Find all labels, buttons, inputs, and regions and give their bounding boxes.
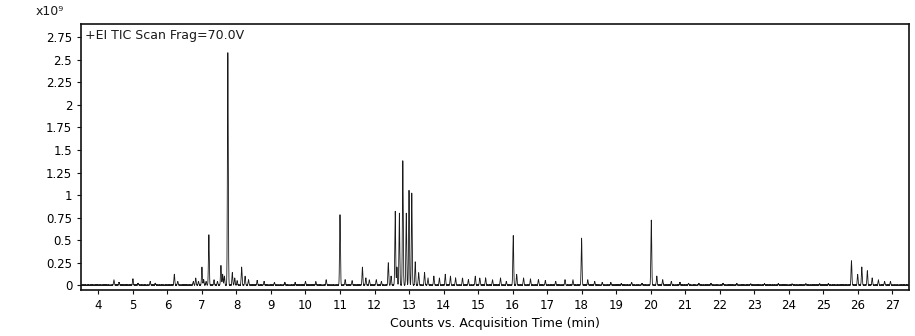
Text: x10⁹: x10⁹ bbox=[36, 5, 64, 18]
Text: +EI TIC Scan Frag=70.0V: +EI TIC Scan Frag=70.0V bbox=[85, 29, 244, 42]
X-axis label: Counts vs. Acquisition Time (min): Counts vs. Acquisition Time (min) bbox=[391, 318, 600, 330]
